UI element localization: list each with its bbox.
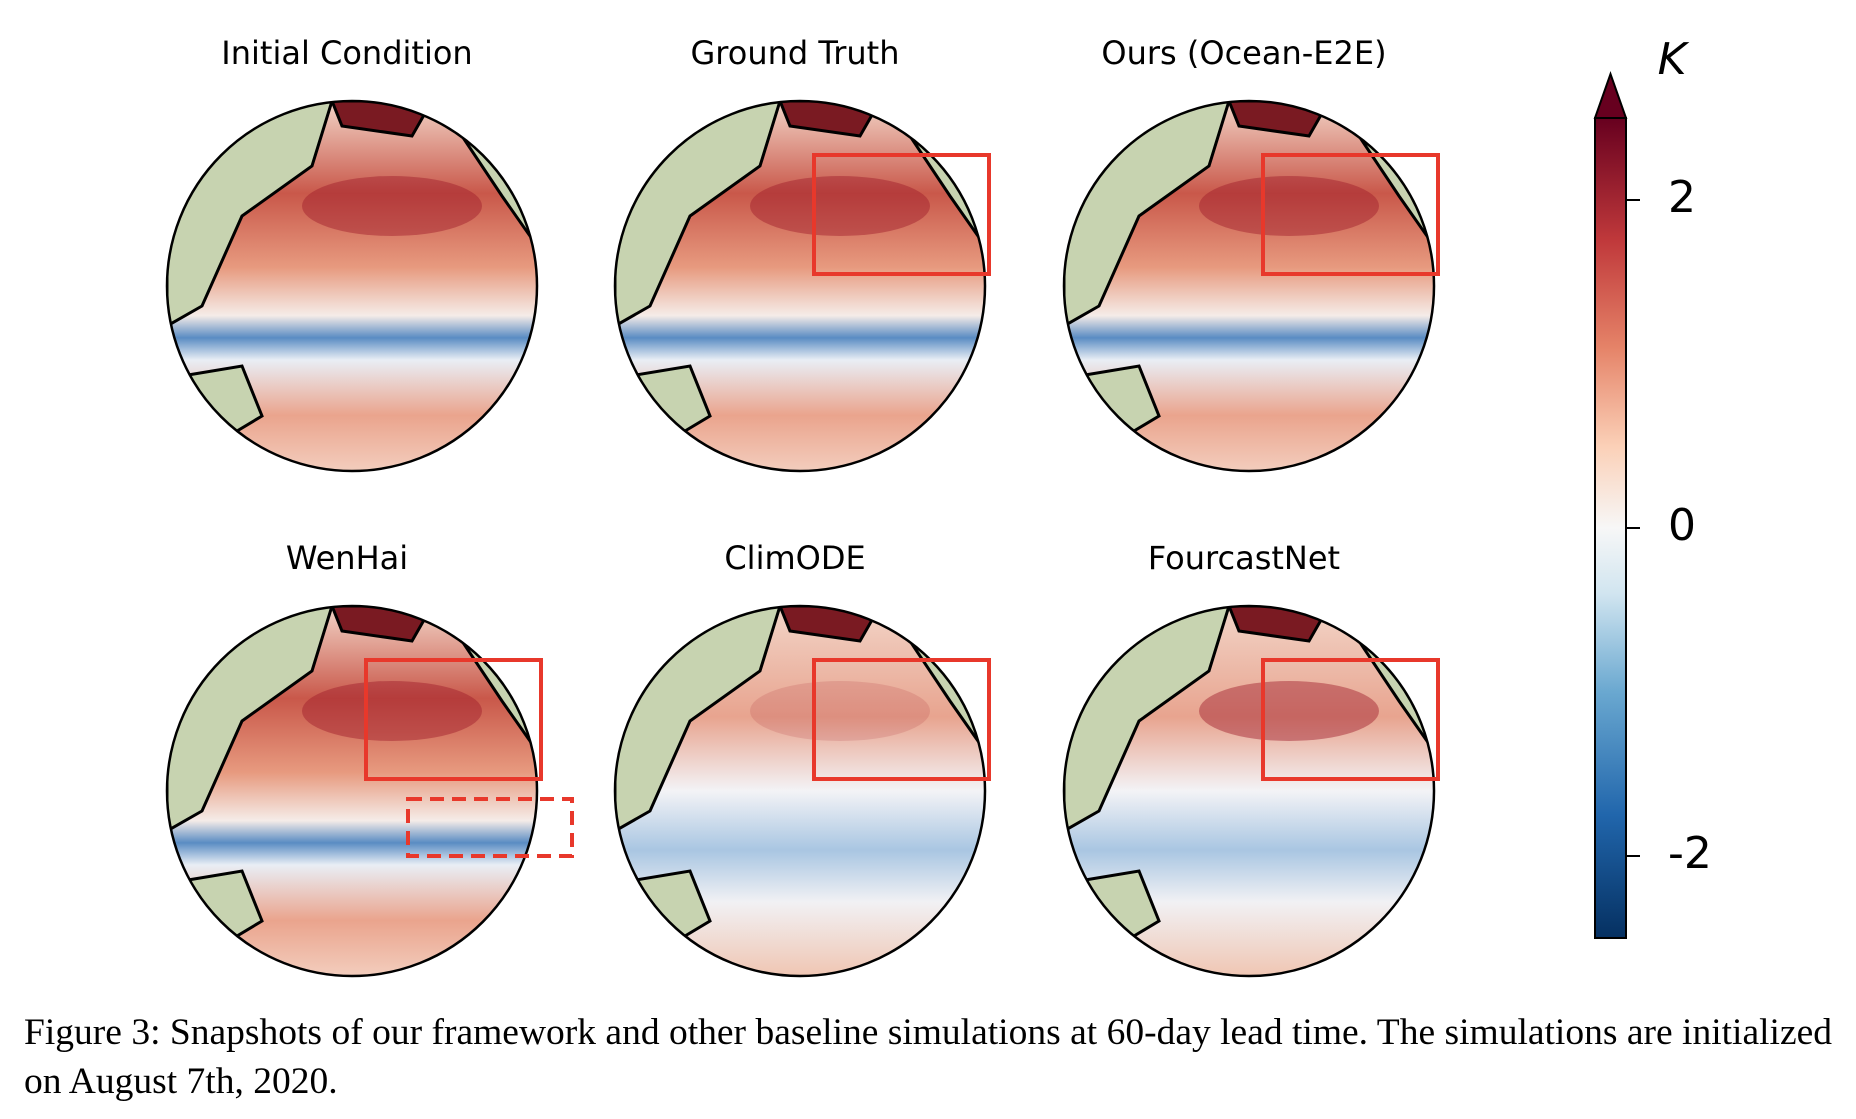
globe-outline: [165, 604, 539, 978]
colorbar-extend: [1593, 70, 1628, 119]
globe-outline: [613, 99, 987, 473]
colorbar-tick-label: 2: [1668, 172, 1696, 223]
panel-title: Ours (Ocean-E2E): [1101, 34, 1386, 72]
globe-outline: [1062, 604, 1436, 978]
highlight-box: [1261, 658, 1440, 781]
globe-outline: [165, 99, 539, 473]
highlight-box: [812, 658, 991, 781]
figure: Initial Condition Ground Truth Ours (Ocean…: [165, 34, 1712, 978]
globe: [167, 101, 537, 471]
highlight-box: [364, 658, 543, 781]
warm-anomaly: [1199, 176, 1379, 236]
panel-title: Ground Truth: [691, 34, 900, 72]
caption: Figure 3: Snapshots of our framework and…: [24, 1012, 1832, 1102]
globe: [1064, 606, 1434, 976]
panel-title: Initial Condition: [221, 34, 472, 72]
colorbar-tick-label: 0: [1668, 500, 1696, 551]
colorbar-label: K: [1658, 34, 1690, 85]
warm-anomaly: [750, 681, 930, 741]
panel-title: ClimODE: [724, 539, 865, 577]
warm-anomaly: [1199, 681, 1379, 741]
panel-title: WenHai: [286, 539, 408, 577]
globe: [1064, 101, 1434, 471]
warm-anomaly: [302, 681, 482, 741]
colorbar-body: [1594, 117, 1627, 939]
panel-title: FourcastNet: [1148, 539, 1340, 577]
colorbar-tick-label: -2: [1668, 828, 1712, 879]
warm-anomaly: [750, 176, 930, 236]
globe-outline: [613, 604, 987, 978]
warm-anomaly: [302, 176, 482, 236]
highlight-box: [812, 153, 991, 276]
globe-outline: [1062, 99, 1436, 473]
highlight-box: [1261, 153, 1440, 276]
colorbar: K 2 0 -2: [1593, 34, 1712, 939]
